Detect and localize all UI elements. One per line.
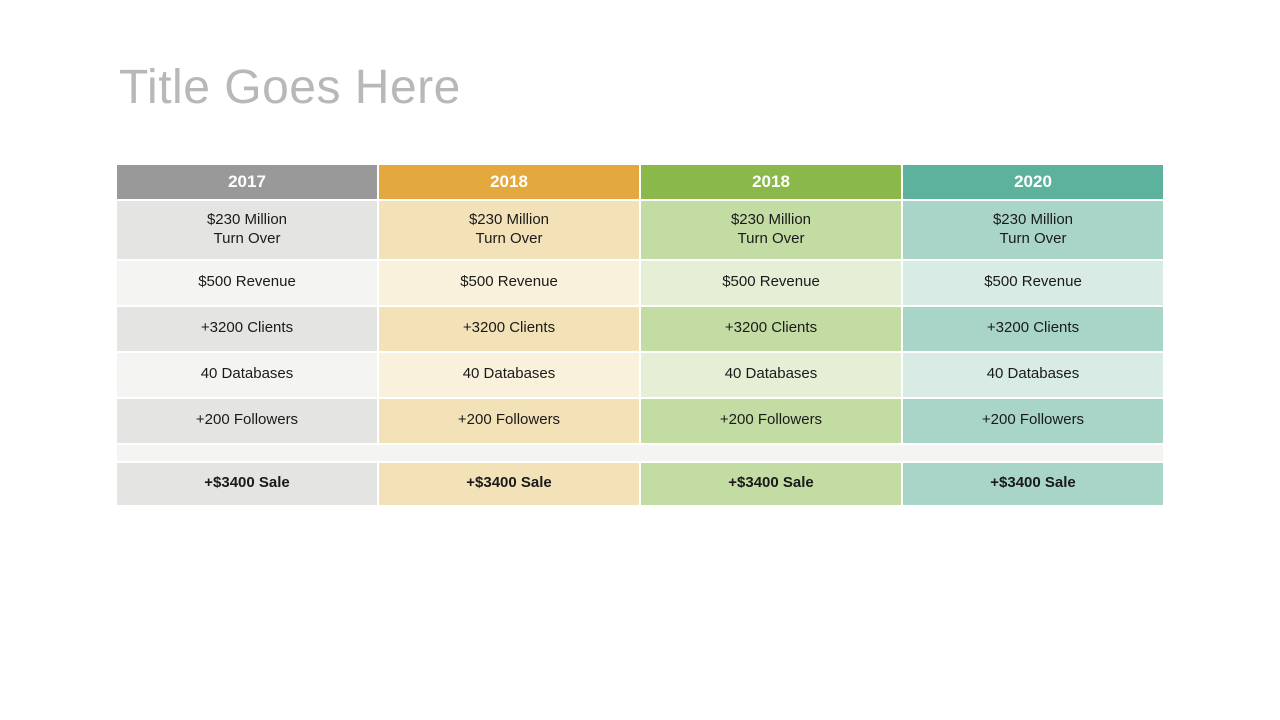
table-header-row: 2017201820182020 bbox=[116, 164, 1164, 200]
slide: Title Goes Here 2017201820182020 $230 Mi… bbox=[0, 0, 1280, 720]
table-cell: $500 Revenue bbox=[640, 260, 902, 306]
table-footer-row: +$3400 Sale+$3400 Sale+$3400 Sale+$3400 … bbox=[116, 462, 1164, 506]
table-row: $230 MillionTurn Over$230 MillionTurn Ov… bbox=[116, 200, 1164, 260]
table-body: $230 MillionTurn Over$230 MillionTurn Ov… bbox=[116, 200, 1164, 506]
column-header: 2017 bbox=[116, 164, 378, 200]
table-row: 40 Databases40 Databases40 Databases40 D… bbox=[116, 352, 1164, 398]
table-cell: $230 MillionTurn Over bbox=[902, 200, 1164, 260]
table-row: +3200 Clients+3200 Clients+3200 Clients+… bbox=[116, 306, 1164, 352]
slide-title: Title Goes Here bbox=[119, 60, 1165, 115]
table-cell: $230 MillionTurn Over bbox=[116, 200, 378, 260]
table-cell: $230 MillionTurn Over bbox=[640, 200, 902, 260]
table-cell: 40 Databases bbox=[640, 352, 902, 398]
table-cell: +3200 Clients bbox=[378, 306, 640, 352]
column-header: 2018 bbox=[378, 164, 640, 200]
table-cell: +3200 Clients bbox=[116, 306, 378, 352]
column-header: 2020 bbox=[902, 164, 1164, 200]
table-cell: $500 Revenue bbox=[902, 260, 1164, 306]
table-footer-cell: +$3400 Sale bbox=[640, 462, 902, 506]
table-cell: +3200 Clients bbox=[640, 306, 902, 352]
table-cell: $230 MillionTurn Over bbox=[378, 200, 640, 260]
table-cell: +200 Followers bbox=[116, 398, 378, 444]
table-footer-cell: +$3400 Sale bbox=[116, 462, 378, 506]
table-footer-cell: +$3400 Sale bbox=[902, 462, 1164, 506]
table-header: 2017201820182020 bbox=[116, 164, 1164, 200]
table-cell: $500 Revenue bbox=[116, 260, 378, 306]
table-spacer-row bbox=[116, 444, 1164, 462]
comparison-table: 2017201820182020 $230 MillionTurn Over$2… bbox=[115, 163, 1165, 507]
table-footer-cell: +$3400 Sale bbox=[378, 462, 640, 506]
table-cell: +200 Followers bbox=[902, 398, 1164, 444]
column-header: 2018 bbox=[640, 164, 902, 200]
table-row: +200 Followers+200 Followers+200 Followe… bbox=[116, 398, 1164, 444]
table-cell: +200 Followers bbox=[640, 398, 902, 444]
table-cell: 40 Databases bbox=[902, 352, 1164, 398]
table-cell: 40 Databases bbox=[116, 352, 378, 398]
table-spacer-cell bbox=[116, 444, 1164, 462]
table-cell: +200 Followers bbox=[378, 398, 640, 444]
table-cell: $500 Revenue bbox=[378, 260, 640, 306]
table-cell: 40 Databases bbox=[378, 352, 640, 398]
table-cell: +3200 Clients bbox=[902, 306, 1164, 352]
table-row: $500 Revenue$500 Revenue$500 Revenue$500… bbox=[116, 260, 1164, 306]
